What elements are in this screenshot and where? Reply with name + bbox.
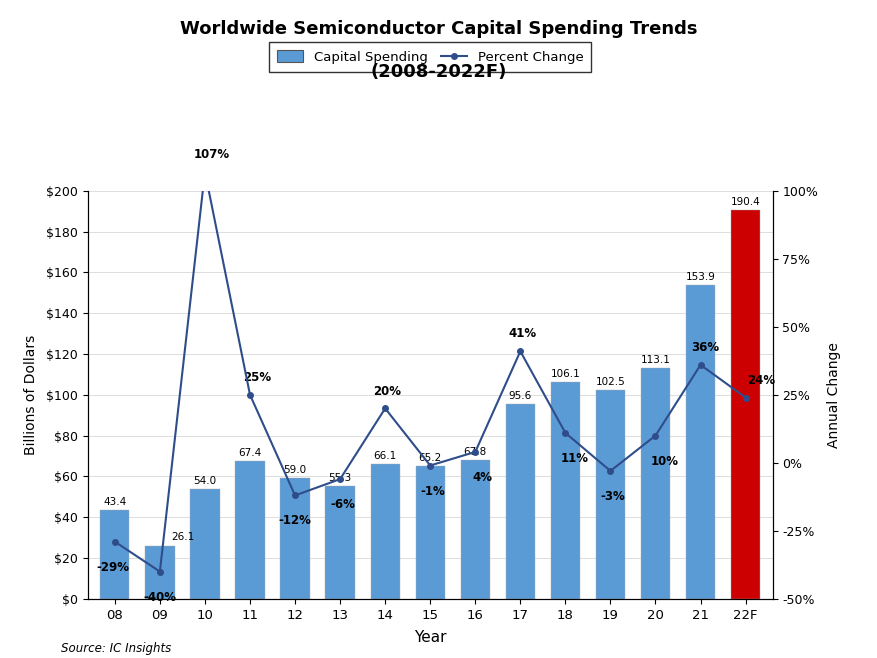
Text: 11%: 11% [560, 452, 588, 465]
Text: Source: IC Insights: Source: IC Insights [61, 642, 172, 655]
Bar [280, 478, 310, 599]
Text: -12%: -12% [278, 515, 311, 528]
Text: (2008-2022F): (2008-2022F) [370, 63, 507, 80]
Text: 67.8: 67.8 [463, 447, 487, 457]
Text: 59.0: 59.0 [283, 465, 306, 475]
Text: 24%: 24% [746, 374, 774, 387]
Text: 102.5: 102.5 [595, 376, 624, 387]
Text: 25%: 25% [242, 371, 270, 384]
X-axis label: Year: Year [413, 630, 446, 645]
Text: Worldwide Semiconductor Capital Spending Trends: Worldwide Semiconductor Capital Spending… [180, 20, 697, 38]
Text: 4%: 4% [472, 471, 491, 484]
Bar [685, 285, 715, 599]
Bar [550, 382, 580, 599]
Bar [640, 368, 669, 599]
Text: 65.2: 65.2 [418, 453, 441, 463]
Text: 20%: 20% [373, 384, 401, 397]
Text: 113.1: 113.1 [640, 355, 670, 365]
Text: 26.1: 26.1 [171, 532, 194, 542]
Bar [731, 211, 759, 599]
Bar [100, 510, 129, 599]
Text: 36%: 36% [690, 341, 718, 354]
Y-axis label: Billions of Dollars: Billions of Dollars [24, 335, 38, 455]
Bar [415, 466, 445, 599]
Text: 153.9: 153.9 [685, 272, 715, 282]
Text: 43.4: 43.4 [103, 497, 126, 507]
Text: 66.1: 66.1 [373, 451, 396, 461]
Y-axis label: Annual Change: Annual Change [825, 342, 839, 447]
Bar [235, 461, 264, 599]
Text: 55.3: 55.3 [328, 473, 352, 483]
Bar [325, 486, 354, 599]
Text: 106.1: 106.1 [550, 369, 580, 379]
Text: -29%: -29% [96, 561, 129, 574]
Bar [145, 545, 175, 599]
Text: 67.4: 67.4 [238, 448, 261, 458]
Text: 107%: 107% [194, 148, 230, 161]
Bar [595, 390, 624, 599]
Text: 190.4: 190.4 [730, 197, 759, 207]
Text: -1%: -1% [419, 484, 445, 497]
Text: 41%: 41% [508, 328, 536, 340]
Bar [460, 461, 489, 599]
Text: 10%: 10% [650, 455, 678, 468]
Text: 54.0: 54.0 [193, 476, 217, 486]
Bar [190, 489, 219, 599]
Text: -3%: -3% [600, 490, 624, 503]
Legend: Capital Spending, Percent Change: Capital Spending, Percent Change [268, 42, 591, 72]
Text: -6%: -6% [330, 498, 354, 511]
Text: 95.6: 95.6 [508, 391, 531, 401]
Bar [370, 464, 399, 599]
Text: -40%: -40% [143, 591, 176, 603]
Bar [505, 404, 534, 599]
